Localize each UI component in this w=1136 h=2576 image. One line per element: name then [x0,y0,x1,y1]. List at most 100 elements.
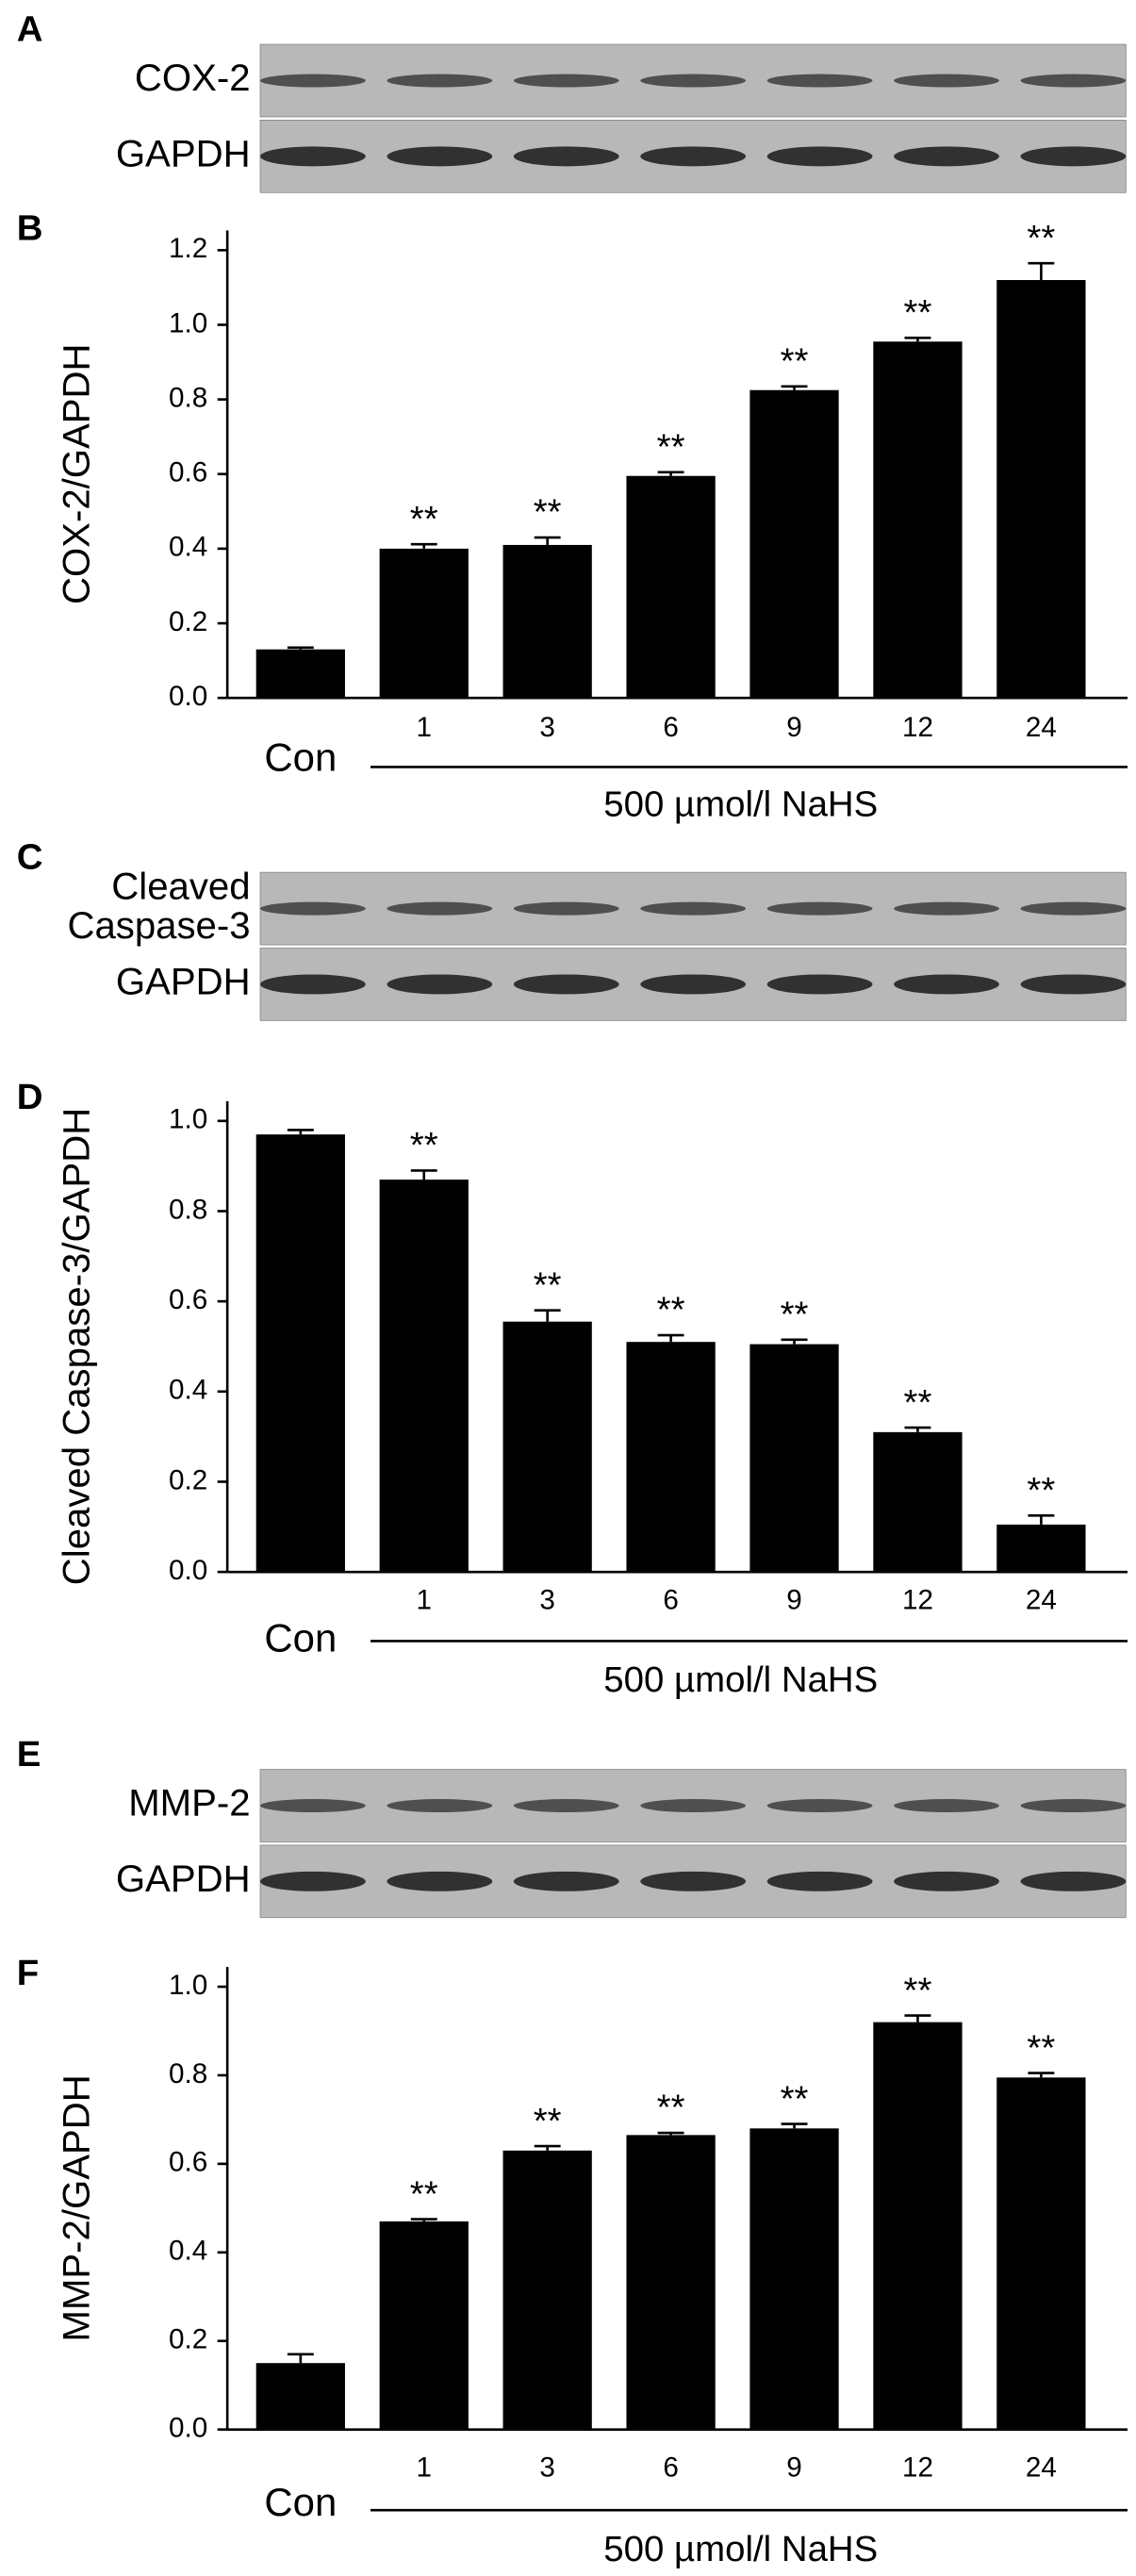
significance: ** [1027,2027,1055,2068]
blot-band [894,1871,999,1891]
significance: ** [534,1264,562,1305]
significance: ** [904,292,932,333]
x-axis-label: 500 µmol/l NaHS [603,784,878,825]
blot-band [260,1871,366,1891]
significance: ** [904,1382,932,1423]
blot-band [894,974,999,995]
bar [255,2363,345,2430]
bar [502,2150,592,2430]
bar [379,1179,469,1573]
blot-band [513,74,619,88]
y-axis-label: Cleaved Caspase-3/GAPDH [56,1108,98,1585]
blot-band [260,974,366,995]
bar [749,1344,839,1573]
y-tick-label: 0.4 [169,532,207,563]
y-tick-label: 1.0 [169,307,207,339]
blot-band [894,146,999,167]
blot-band [513,1871,619,1891]
y-tick-label: 0.6 [169,1284,207,1315]
significance: ** [1027,218,1055,258]
y-tick-label: 0.0 [169,681,207,712]
y-tick-label: 0.6 [169,457,207,488]
bar [502,1321,592,1573]
blot-band [260,74,366,88]
blot-band [766,1799,873,1813]
blot-band [387,146,493,167]
x-tick-label: Con [264,2480,337,2524]
blot-band [1020,1799,1127,1813]
significance: ** [657,426,685,467]
significance: ** [657,1290,685,1330]
bar [749,389,839,699]
blot-band [766,1871,873,1891]
blot-band [640,146,747,167]
blot-band [387,901,493,916]
blot-band [260,146,366,167]
blot-label: GAPDH [116,961,251,1003]
blot-label: Cleaved [111,865,250,907]
x-tick-label: 24 [1026,2452,1057,2483]
blot-band [513,974,619,995]
blot-band [513,901,619,916]
blot-band [1020,1871,1127,1891]
bar [873,2022,963,2430]
panel-letter: C [17,836,43,877]
x-tick-label: 12 [902,1584,933,1615]
blot-band [894,901,999,916]
blot-band [766,974,873,995]
panel-letter: A [17,8,43,49]
y-tick-label: 0.2 [169,1464,207,1495]
x-tick-label: 3 [539,1584,555,1615]
x-tick-label: 1 [417,2452,433,2483]
blot-band [387,974,493,995]
bar [749,2128,839,2430]
blot-band [894,1799,999,1813]
x-tick-label: 3 [539,2452,555,2483]
x-tick-label: 9 [786,1584,802,1615]
blot-label: GAPDH [116,1858,251,1900]
y-tick-label: 0.0 [169,2412,207,2443]
x-tick-label: 6 [663,712,679,743]
panel-letter: D [17,1077,43,1117]
x-tick-label: 1 [417,712,433,743]
x-tick-label: Con [264,1616,337,1660]
blot-band [387,74,493,88]
significance: ** [904,1970,932,2010]
blot-label: Caspase-3 [67,904,250,947]
blot-band [766,146,873,167]
x-tick-label: 12 [902,2452,933,2483]
y-tick-label: 0.6 [169,2147,207,2178]
x-tick-label: 6 [663,1584,679,1615]
bar [502,544,592,699]
bar [379,2221,469,2430]
y-tick-label: 0.4 [169,1375,207,1406]
bar [626,1342,716,1573]
x-tick-label: 6 [663,2452,679,2483]
bar [626,2135,716,2430]
significance: ** [410,2173,438,2214]
blot-band [640,974,747,995]
bar [255,649,345,699]
significance: ** [781,340,809,381]
bar [379,548,469,699]
blot-band [513,146,619,167]
y-tick-label: 0.2 [169,606,207,637]
x-tick-label: 24 [1026,1584,1057,1615]
x-tick-label: 9 [786,2452,802,2483]
blot-band [766,901,873,916]
x-tick-label: 9 [786,712,802,743]
significance: ** [410,1125,438,1165]
bar [626,475,716,699]
bar [873,341,963,699]
y-tick-label: 1.0 [169,1970,207,2001]
blot-band [1020,74,1127,88]
blot-band [260,1799,366,1813]
y-axis-label: COX-2/GAPDH [56,343,98,604]
blot-band [513,1799,619,1813]
x-axis-label: 500 µmol/l NaHS [603,1660,878,1700]
y-tick-label: 0.8 [169,2058,207,2089]
blot-band [640,74,747,88]
blot-band [1020,901,1127,916]
bar [255,1134,345,1573]
